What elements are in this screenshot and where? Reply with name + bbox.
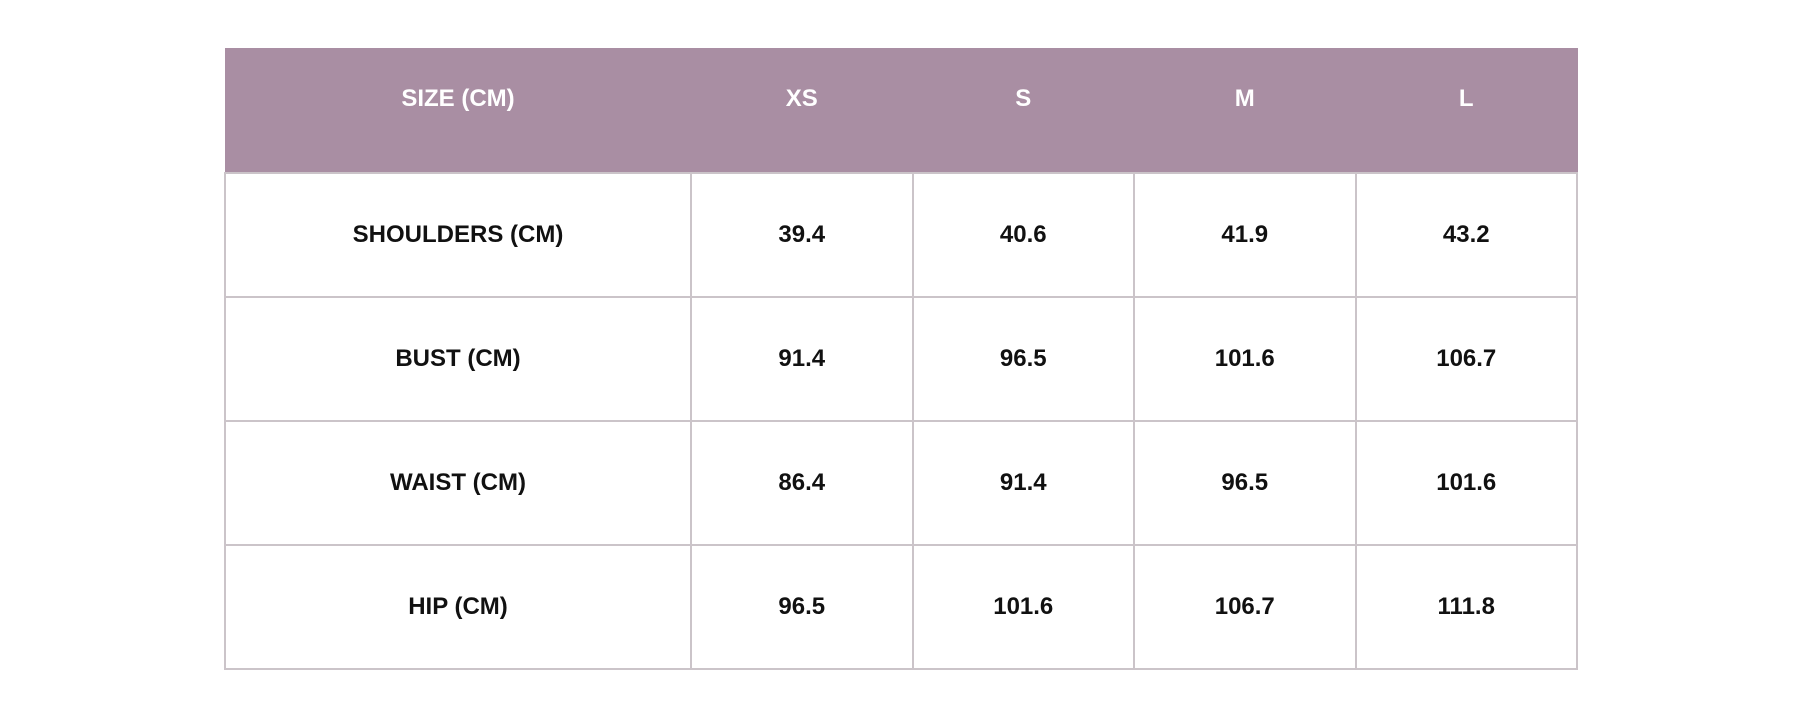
table-cell: 106.7	[1133, 543, 1357, 670]
table-cell: 101.6	[911, 543, 1135, 670]
header-cell: SIZE (CM)	[224, 48, 692, 173]
table-cell: 101.6	[1133, 295, 1357, 422]
row-label: WAIST (CM)	[224, 419, 692, 546]
table-cell: 96.5	[911, 295, 1135, 422]
row-label: BUST (CM)	[224, 295, 692, 422]
header-row: SIZE (CM) XS S M L	[224, 48, 1578, 173]
header-cell: S	[912, 48, 1135, 173]
table-cell: 106.7	[1354, 295, 1578, 422]
header-cell: L	[1355, 48, 1578, 173]
header-cell: XS	[690, 48, 913, 173]
table-cell: 96.5	[690, 543, 914, 670]
table-header: SIZE (CM) XS S M L	[224, 48, 1578, 173]
size-table: SIZE (CM) XS S M L SHOULDERS (CM) 39.4 40.6 41.…	[224, 48, 1578, 670]
table-cell: 91.4	[911, 419, 1135, 546]
table-cell: 86.4	[690, 419, 914, 546]
table-cell: 96.5	[1133, 419, 1357, 546]
table-cell: 101.6	[1354, 419, 1578, 546]
table-cell: 39.4	[690, 171, 914, 298]
table-row: WAIST (CM) 86.4 91.4 96.5 101.6	[224, 419, 1578, 546]
table-row: SHOULDERS (CM) 39.4 40.6 41.9 43.2	[224, 171, 1578, 298]
table-cell: 41.9	[1133, 171, 1357, 298]
table-row: HIP (CM) 96.5 101.6 106.7 111.8	[224, 543, 1578, 670]
header-cell: M	[1133, 48, 1356, 173]
table-body: SHOULDERS (CM) 39.4 40.6 41.9 43.2 BUST (CM) 9…	[224, 171, 1578, 670]
row-label: HIP (CM)	[224, 543, 692, 670]
table-cell: 43.2	[1354, 171, 1578, 298]
table-cell: 91.4	[690, 295, 914, 422]
row-label: SHOULDERS (CM)	[224, 171, 692, 298]
table-cell: 40.6	[911, 171, 1135, 298]
table-row: BUST (CM) 91.4 96.5 101.6 106.7	[224, 295, 1578, 422]
table-cell: 111.8	[1354, 543, 1578, 670]
